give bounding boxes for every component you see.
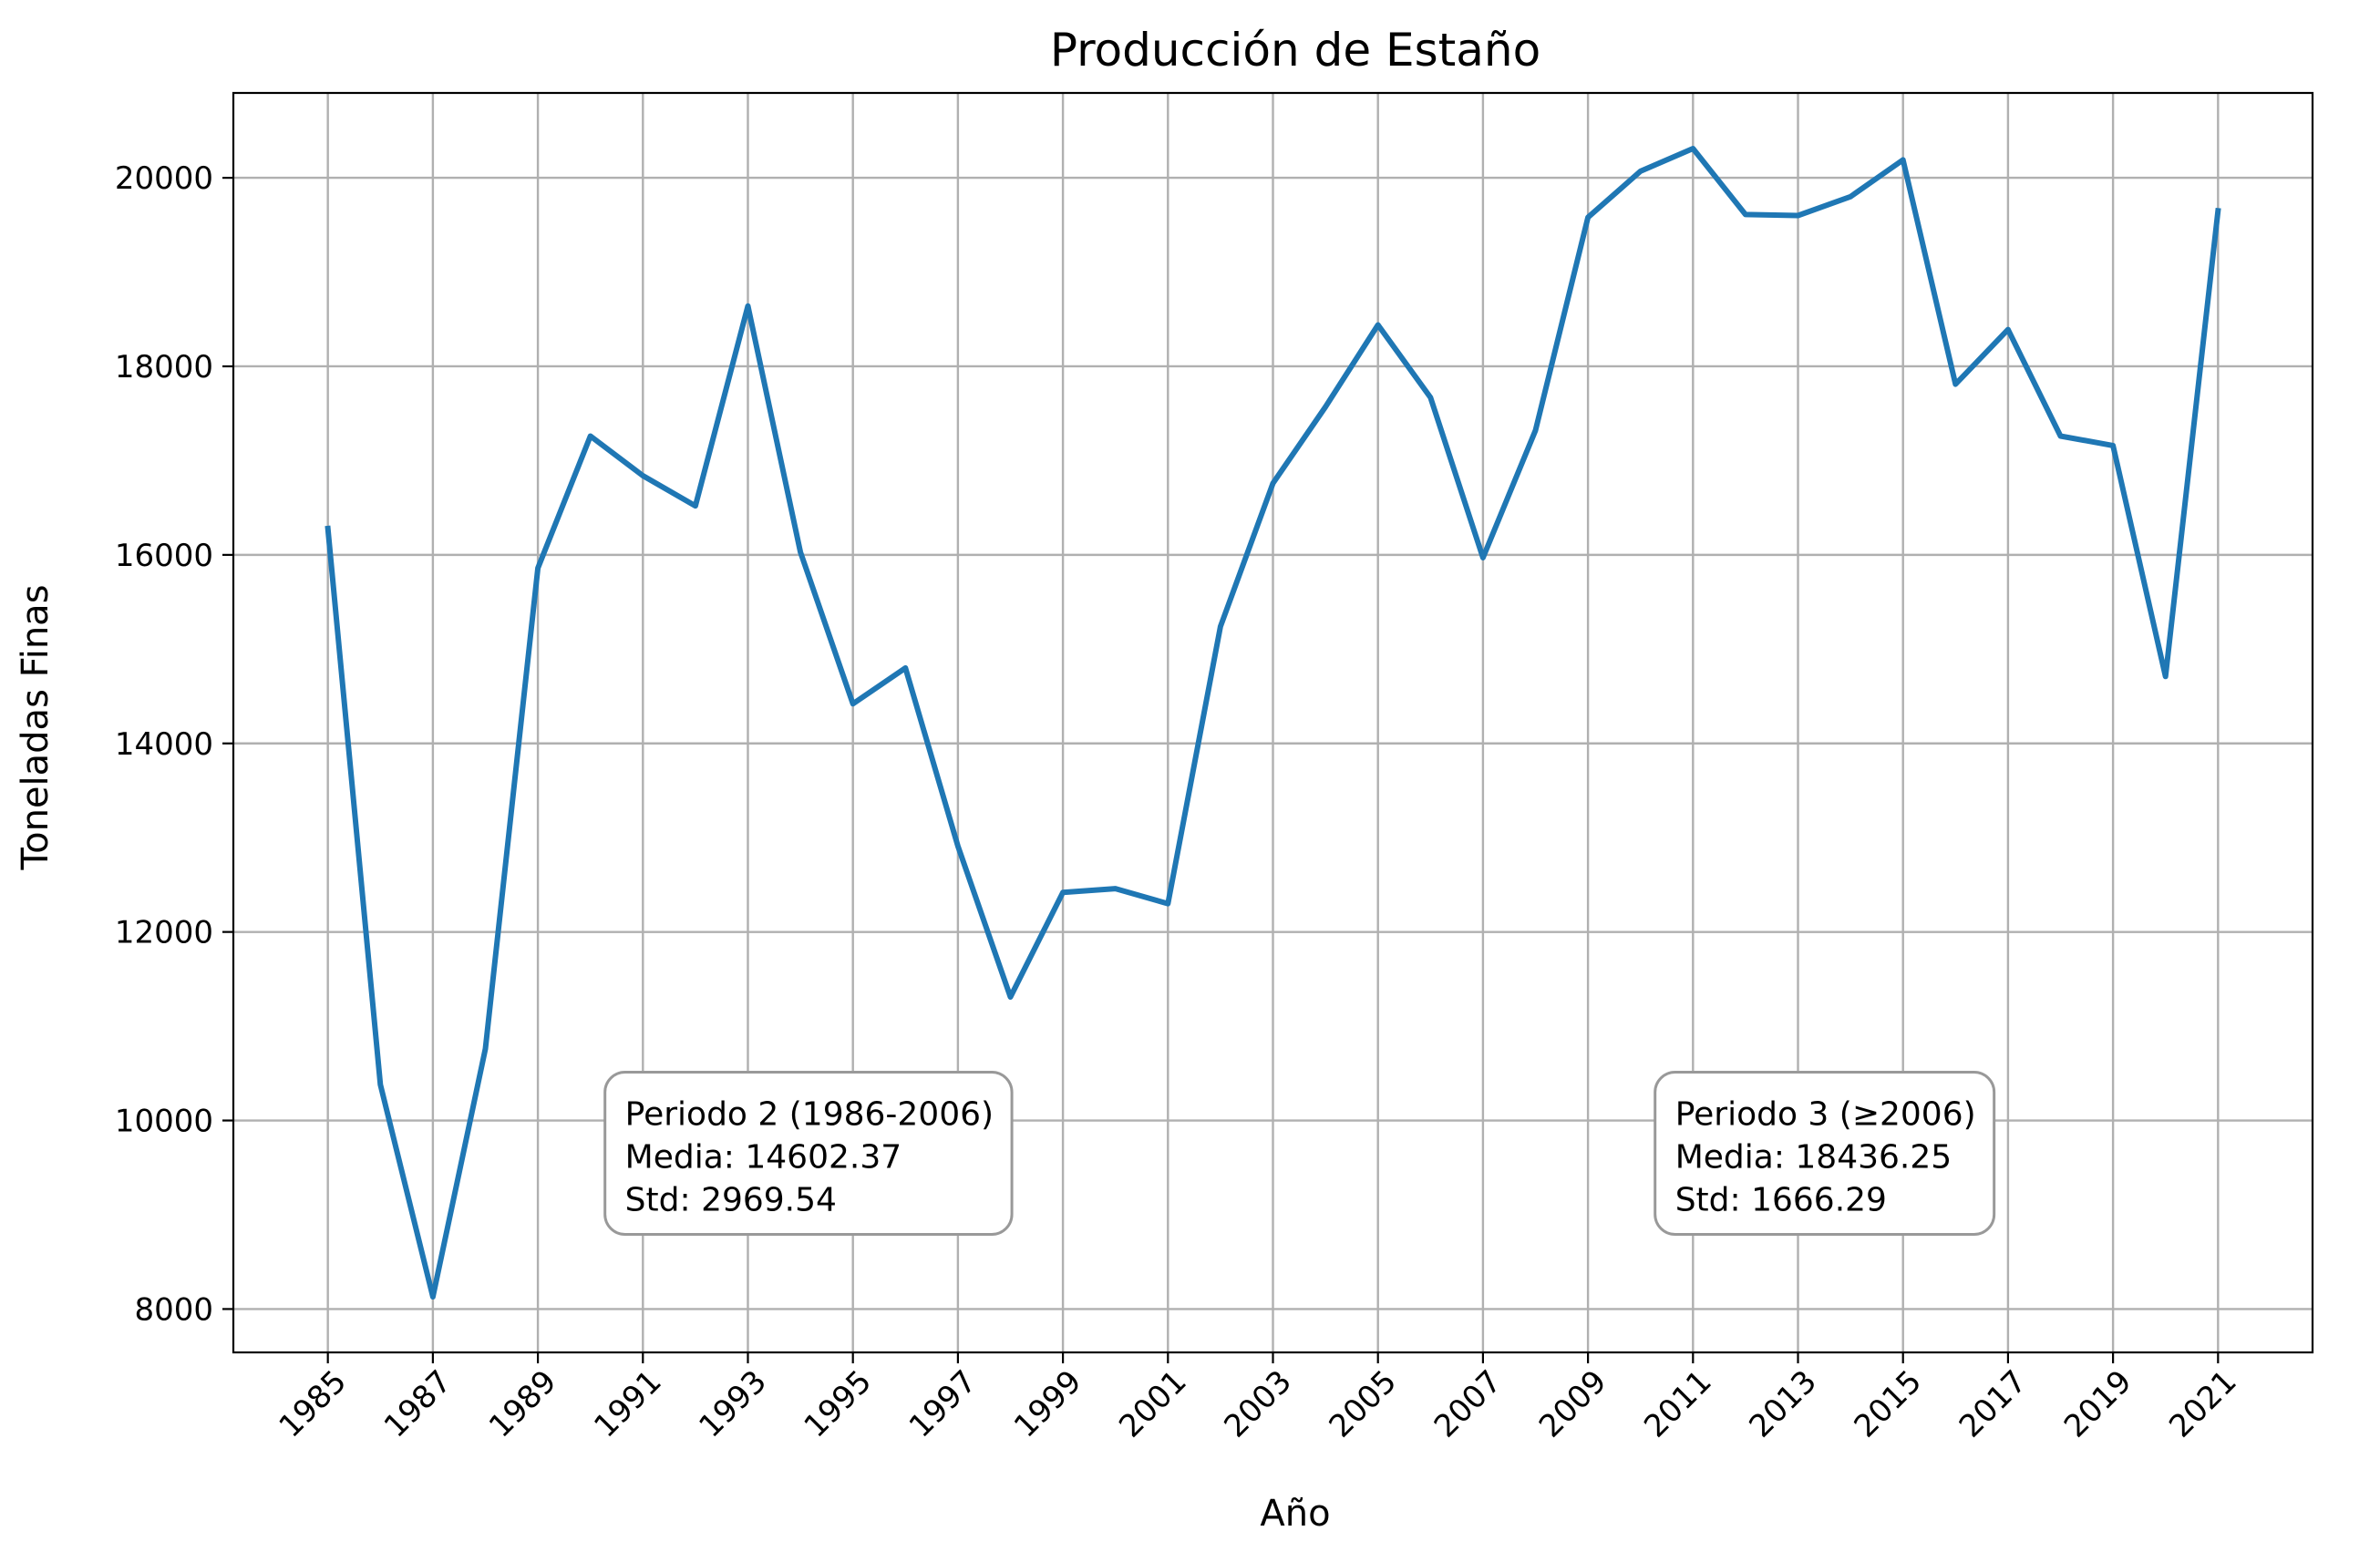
annotation-layer: Periodo 2 (1986-2006) Media: 14602.37 Std:… — [603, 1071, 1996, 1237]
annotation-box — [603, 1071, 1014, 1237]
x-tick-label: 2015 — [1848, 1363, 1929, 1444]
x-tick-label: 1997 — [902, 1363, 984, 1444]
y-tick-label: 14000 — [115, 726, 213, 763]
x-tick-label: 2021 — [2162, 1363, 2243, 1444]
x-tick-label: 1987 — [377, 1363, 458, 1444]
x-tick-label: 1991 — [587, 1363, 668, 1444]
x-tick-label: 2017 — [1952, 1363, 2034, 1444]
chart-title: Producción de Estaño — [1050, 24, 1540, 77]
x-tick-label: 1993 — [692, 1363, 773, 1444]
annotation-line: Std: 2969.54 — [625, 1182, 837, 1219]
grid — [233, 93, 2313, 1352]
y-tick-label: 12000 — [115, 915, 213, 951]
x-tick-label: 2011 — [1637, 1363, 1718, 1444]
annotation-line: Periodo 2 (1986-2006) — [625, 1096, 994, 1134]
series-layer — [325, 146, 2221, 1300]
x-tick-label: 2009 — [1532, 1363, 1613, 1444]
annotation-box — [1654, 1071, 1996, 1237]
x-tick-label: 2013 — [1742, 1363, 1823, 1444]
y-tick-label: 18000 — [115, 349, 213, 385]
x-tick-label: 1999 — [1007, 1363, 1088, 1444]
y-tick-label: 10000 — [115, 1104, 213, 1140]
x-tick-label: 1995 — [798, 1363, 879, 1444]
y-tick-label: 8000 — [134, 1291, 213, 1328]
series-line — [325, 146, 2221, 1300]
y-axis-title: Toneladas Finas — [15, 584, 57, 870]
x-tick-label: 2019 — [2057, 1363, 2138, 1444]
annotation-line: Media: 14602.37 — [625, 1139, 902, 1177]
x-tick-label: 2003 — [1217, 1363, 1298, 1444]
ticks: 1985 1987 1989 1991 1993 1995 1997 1999 2001 2003… — [115, 160, 2244, 1444]
annotation-line: Std: 1666.29 — [1675, 1182, 1887, 1219]
stats-annotation: Periodo 2 (1986-2006) Media: 14602.37 Std:… — [603, 1071, 1014, 1237]
y-tick-label: 20000 — [115, 160, 213, 197]
x-tick-label: 1985 — [273, 1363, 354, 1444]
stats-annotation: Periodo 3 (≥2006) Media: 18436.25 Std: 166… — [1654, 1071, 1996, 1237]
x-axis-title: Año — [1260, 1493, 1330, 1535]
x-tick-label: 1989 — [482, 1363, 563, 1444]
annotation-line: Media: 18436.25 — [1675, 1139, 1952, 1177]
x-tick-label: 2005 — [1323, 1363, 1404, 1444]
x-tick-label: 2001 — [1112, 1363, 1193, 1444]
x-tick-label: 2007 — [1427, 1363, 1509, 1444]
annotation-line: Periodo 3 (≥2006) — [1675, 1096, 1976, 1134]
y-tick-label: 16000 — [115, 538, 213, 574]
